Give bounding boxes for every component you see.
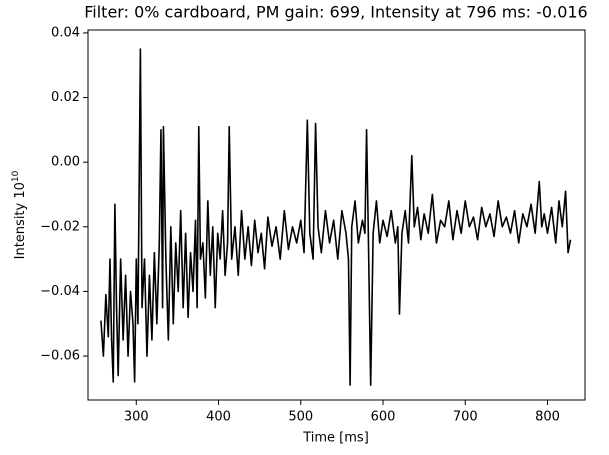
y-tick-label: −0.04	[40, 284, 80, 299]
x-tick-label: 800	[535, 410, 560, 425]
x-tick-label: 600	[371, 410, 396, 425]
x-tick-label: 300	[124, 410, 149, 425]
x-tick-label: 500	[288, 410, 313, 425]
x-tick-label: 400	[206, 410, 231, 425]
y-tick-label: −0.06	[40, 349, 80, 364]
y-tick-label: −0.02	[40, 219, 80, 234]
y-axis-label: Intensity 1010	[11, 170, 28, 259]
x-axis-label: Time [ms]	[302, 431, 369, 446]
y-tick-label: 0.02	[51, 90, 80, 105]
y-tick-label: 0.04	[51, 25, 80, 40]
y-axis-label-base: Intensity 10	[13, 182, 28, 259]
y-axis-label-exponent: 10	[11, 170, 21, 182]
plot-frame	[87, 29, 586, 401]
x-tick-label: 700	[453, 410, 478, 425]
data-line	[100, 48, 572, 386]
chart-title: Filter: 0% cardboard, PM gain: 699, Inte…	[84, 3, 587, 22]
y-tick-label: 0.00	[51, 155, 80, 170]
